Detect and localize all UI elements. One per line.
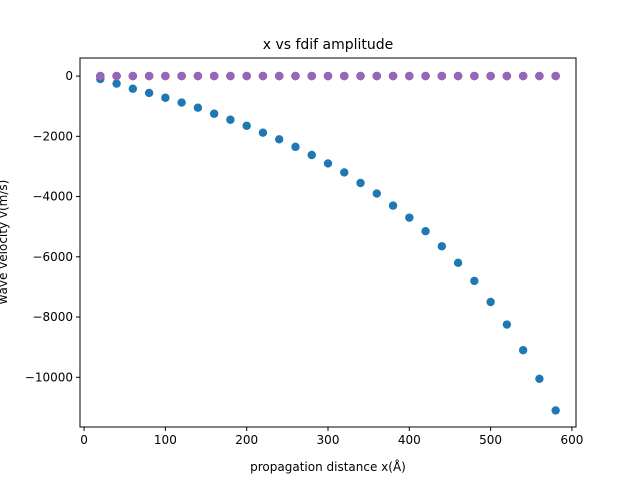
data-point-s1-20 [405,213,414,222]
y-tick-label: −4000 [32,190,73,204]
data-point-s1-22 [437,242,447,251]
data-point-s1-11 [258,128,268,137]
data-point-s1-24 [470,276,479,286]
data-point-s5-3 [128,71,138,81]
y-axis-label: wave velocity v(m/s) [0,180,10,305]
data-point-s5-19 [388,71,398,81]
data-point-s5-24 [470,71,479,81]
data-point-s5-28 [535,71,544,81]
data-point-s1-10 [242,121,251,130]
data-point-s5-2 [112,71,121,81]
data-point-s5-9 [226,71,235,81]
data-point-s1-6 [177,98,186,107]
data-point-s1-29 [551,406,560,415]
data-point-s5-13 [291,71,300,81]
y-tick-label: −2000 [32,129,73,143]
data-point-s5-14 [307,71,316,81]
data-point-s1-14 [307,150,316,160]
data-point-s5-10 [242,71,251,81]
x-tick-label: 400 [398,433,421,447]
data-point-s1-5 [161,93,170,102]
data-point-s1-28 [535,374,544,384]
data-point-s1-4 [144,88,154,98]
data-point-s5-21 [421,71,430,81]
x-tick-label: 0 [80,433,88,447]
data-point-s5-15 [323,71,333,81]
data-point-s1-2 [112,79,121,88]
data-point-s1-25 [486,297,495,307]
data-point-s1-16 [340,168,349,177]
x-tick-label: 300 [317,433,340,447]
data-point-s5-11 [258,71,268,81]
x-tick-label: 200 [235,433,258,447]
data-point-s1-21 [421,227,430,236]
data-point-s5-1 [96,71,105,81]
data-point-s1-27 [518,345,528,355]
x-axis-label: propagation distance x(Å) [250,459,406,474]
data-point-s1-13 [291,142,300,152]
data-point-s5-7 [193,71,203,81]
data-point-s5-23 [453,71,463,81]
data-point-s1-26 [502,320,512,329]
data-point-s1-7 [193,103,203,112]
data-point-s5-16 [340,71,349,81]
data-point-s5-8 [209,71,219,81]
data-point-s5-20 [405,71,414,81]
y-tick-label: −10000 [25,370,73,384]
data-point-s5-5 [161,71,170,81]
data-point-s5-22 [437,71,447,81]
chart-title: x vs fdif amplitude [263,37,394,53]
data-point-s1-17 [356,178,365,188]
data-point-s1-8 [209,109,219,118]
x-tick-label: 500 [479,433,502,447]
data-point-s5-4 [144,71,154,81]
data-point-s5-18 [372,71,381,81]
y-axis: 0 −2000 −4000 −6000 −8000 −10000 [25,69,80,384]
data-point-s5-12 [275,71,284,81]
data-point-s1-18 [372,189,381,198]
data-point-s1-12 [275,135,284,144]
data-point-s1-9 [226,115,235,124]
y-tick-label: −6000 [32,250,73,264]
y-tick-label: 0 [65,69,73,83]
data-point-s1-3 [128,84,138,93]
data-point-s5-29 [551,71,560,81]
data-point-s5-25 [486,71,495,81]
data-point-s5-27 [518,71,528,81]
x-tick-label: 100 [154,433,177,447]
x-tick-label: 600 [560,433,583,447]
y-tick-label: −8000 [32,310,73,324]
data-point-s1-23 [453,258,463,268]
data-points [96,71,560,415]
x-axis: 0 100 200 300 400 500 600 [80,427,583,447]
data-point-s5-26 [502,71,512,81]
data-point-s1-19 [388,201,398,210]
data-point-s1-15 [323,159,333,168]
data-point-s5-17 [356,71,365,81]
data-point-s5-6 [177,71,186,81]
